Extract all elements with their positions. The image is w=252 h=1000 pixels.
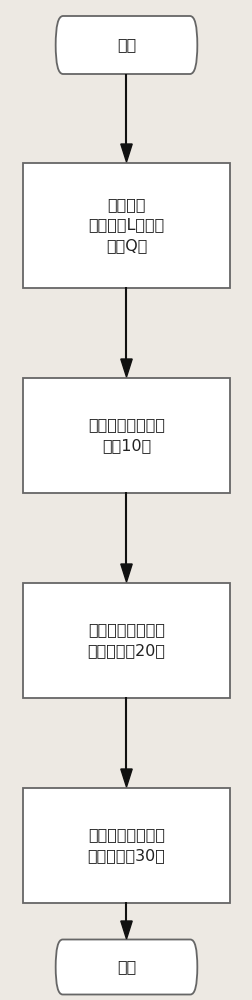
Text: 开始: 开始 bbox=[116, 37, 136, 52]
Text: 调档预设値优化算
法（10）: 调档预设値优化算 法（10） bbox=[88, 417, 164, 453]
Text: 负荷信息
（负载率L，功率
因数Q）: 负荷信息 （负载率L，功率 因数Q） bbox=[88, 197, 164, 253]
FancyBboxPatch shape bbox=[23, 788, 229, 902]
FancyBboxPatch shape bbox=[55, 940, 197, 994]
FancyBboxPatch shape bbox=[23, 582, 229, 698]
Text: 延时调档预设时间
配置算法（20）: 延时调档预设时间 配置算法（20） bbox=[87, 622, 165, 658]
Text: 结束: 结束 bbox=[116, 960, 136, 974]
Polygon shape bbox=[120, 769, 132, 787]
Polygon shape bbox=[120, 144, 132, 162]
FancyBboxPatch shape bbox=[23, 378, 229, 493]
Text: 调容开关策略优化
选择算法（30）: 调容开关策略优化 选择算法（30） bbox=[87, 827, 165, 863]
Polygon shape bbox=[120, 359, 132, 377]
Polygon shape bbox=[120, 921, 132, 939]
FancyBboxPatch shape bbox=[55, 16, 197, 74]
FancyBboxPatch shape bbox=[23, 162, 229, 288]
Polygon shape bbox=[120, 564, 132, 582]
